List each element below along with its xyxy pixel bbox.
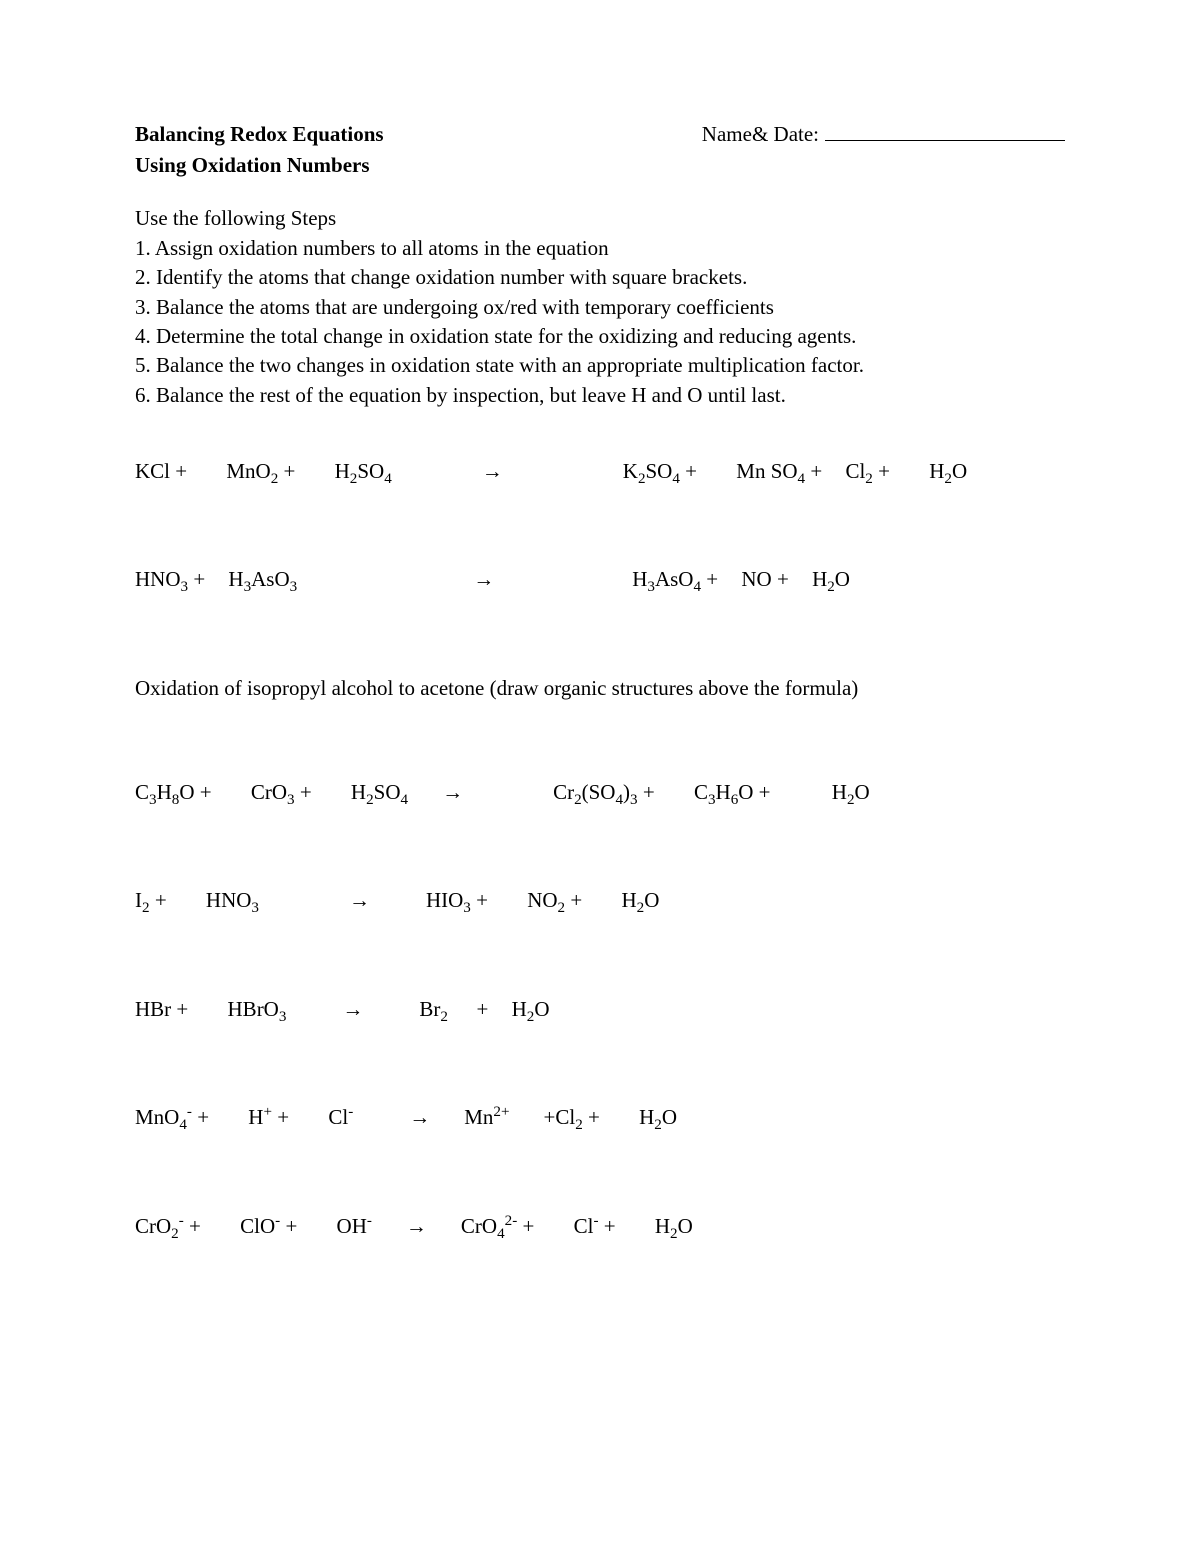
equation-1: KCl + MnO2 + H2SO4→K2SO4 + Mn SO4 + Cl2 …	[135, 457, 1065, 485]
title-line2: Using Oxidation Numbers	[135, 151, 1065, 179]
name-date-label: Name& Date:	[702, 120, 819, 148]
name-date-block: Name& Date:	[702, 120, 1065, 148]
step-1: 1. Assign oxidation numbers to all atoms…	[135, 234, 1065, 262]
equation-2: HNO3 + H3AsO3→H3AsO4 + NO + H2O	[135, 565, 1065, 593]
step-5: 5. Balance the two changes in oxidation …	[135, 351, 1065, 379]
equation-3: C3H8O + CrO3 + H2SO4→Cr2(SO4)3 + C3H6O +…	[135, 778, 1065, 806]
step-6: 6. Balance the rest of the equation by i…	[135, 381, 1065, 409]
equation-6: MnO4- + H+ + Cl-→Mn2++Cl2 + H2O	[135, 1103, 1065, 1131]
equation-5: HBr + HBrO3→Br2 + H2O	[135, 995, 1065, 1023]
equation-4: I2 + HNO3→HIO3 + NO2 + H2O	[135, 886, 1065, 914]
title-line1: Balancing Redox Equations	[135, 120, 384, 148]
title-block: Balancing Redox Equations	[135, 120, 384, 148]
steps-list: 1. Assign oxidation numbers to all atoms…	[135, 234, 1065, 409]
steps-intro: Use the following Steps	[135, 204, 1065, 232]
step-3: 3. Balance the atoms that are undergoing…	[135, 293, 1065, 321]
step-2: 2. Identify the atoms that change oxidat…	[135, 263, 1065, 291]
step-4: 4. Determine the total change in oxidati…	[135, 322, 1065, 350]
name-date-blank[interactable]	[825, 120, 1065, 141]
instruction: Oxidation of isopropyl alcohol to aceton…	[135, 674, 1065, 702]
equation-7: CrO2- + ClO- + OH-→CrO42- + Cl- + H2O	[135, 1212, 1065, 1240]
header-row: Balancing Redox Equations Name& Date:	[135, 120, 1065, 148]
